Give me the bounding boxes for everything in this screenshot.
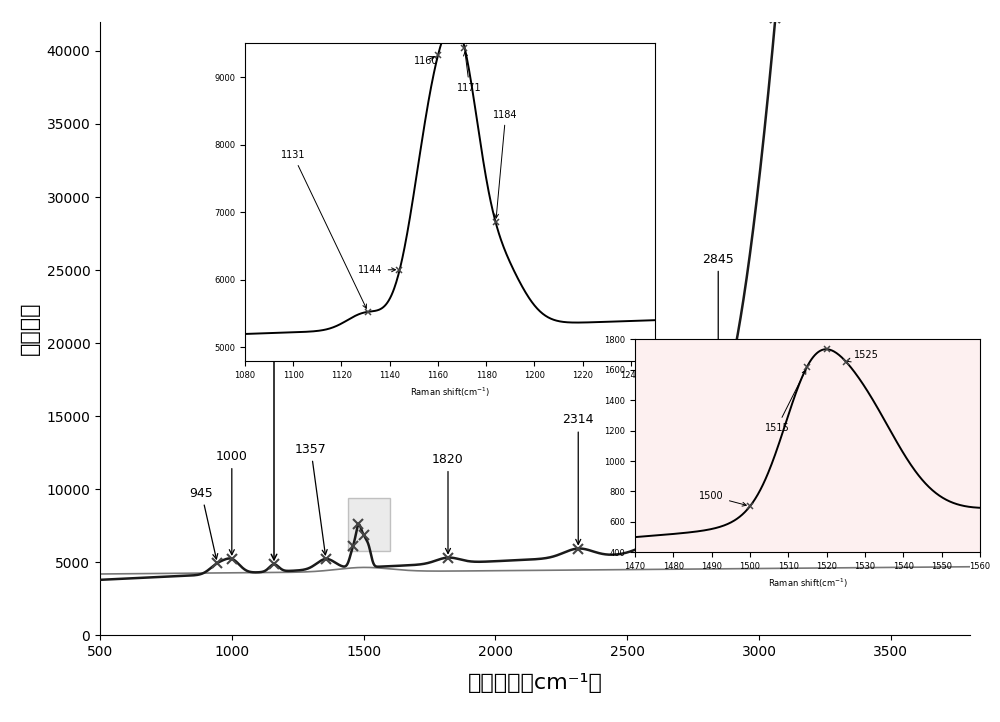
Text: 1000: 1000 <box>216 450 248 554</box>
Text: 1357: 1357 <box>295 443 327 554</box>
Text: 1500: 1500 <box>699 491 746 506</box>
Text: 2314: 2314 <box>562 414 594 544</box>
Text: 1520: 1520 <box>796 380 828 401</box>
Text: 1820: 1820 <box>432 453 464 554</box>
Text: 1184: 1184 <box>493 110 518 218</box>
X-axis label: Raman shift(cm$^{-1}$): Raman shift(cm$^{-1}$) <box>410 386 490 399</box>
X-axis label: 拉曼位移（cm⁻¹）: 拉曼位移（cm⁻¹） <box>468 673 602 693</box>
Text: 1515: 1515 <box>764 370 806 432</box>
Text: 1171: 1171 <box>457 52 482 92</box>
Text: 3062: 3062 <box>0 721 1 722</box>
Text: 1131: 1131 <box>281 150 366 308</box>
Text: 2845: 2845 <box>702 253 734 422</box>
Text: 1520: 1520 <box>796 381 828 394</box>
Text: 2622: 2622 <box>644 362 675 538</box>
X-axis label: Raman shift(cm$^{-1}$): Raman shift(cm$^{-1}$) <box>768 577 847 590</box>
Text: 1144: 1144 <box>358 265 395 275</box>
Text: 945: 945 <box>190 487 218 559</box>
Y-axis label: 拉曼强度: 拉曼强度 <box>19 302 39 355</box>
Bar <box>348 498 390 551</box>
Text: 1160: 1160 <box>414 56 438 66</box>
Text: 1525: 1525 <box>847 349 878 362</box>
